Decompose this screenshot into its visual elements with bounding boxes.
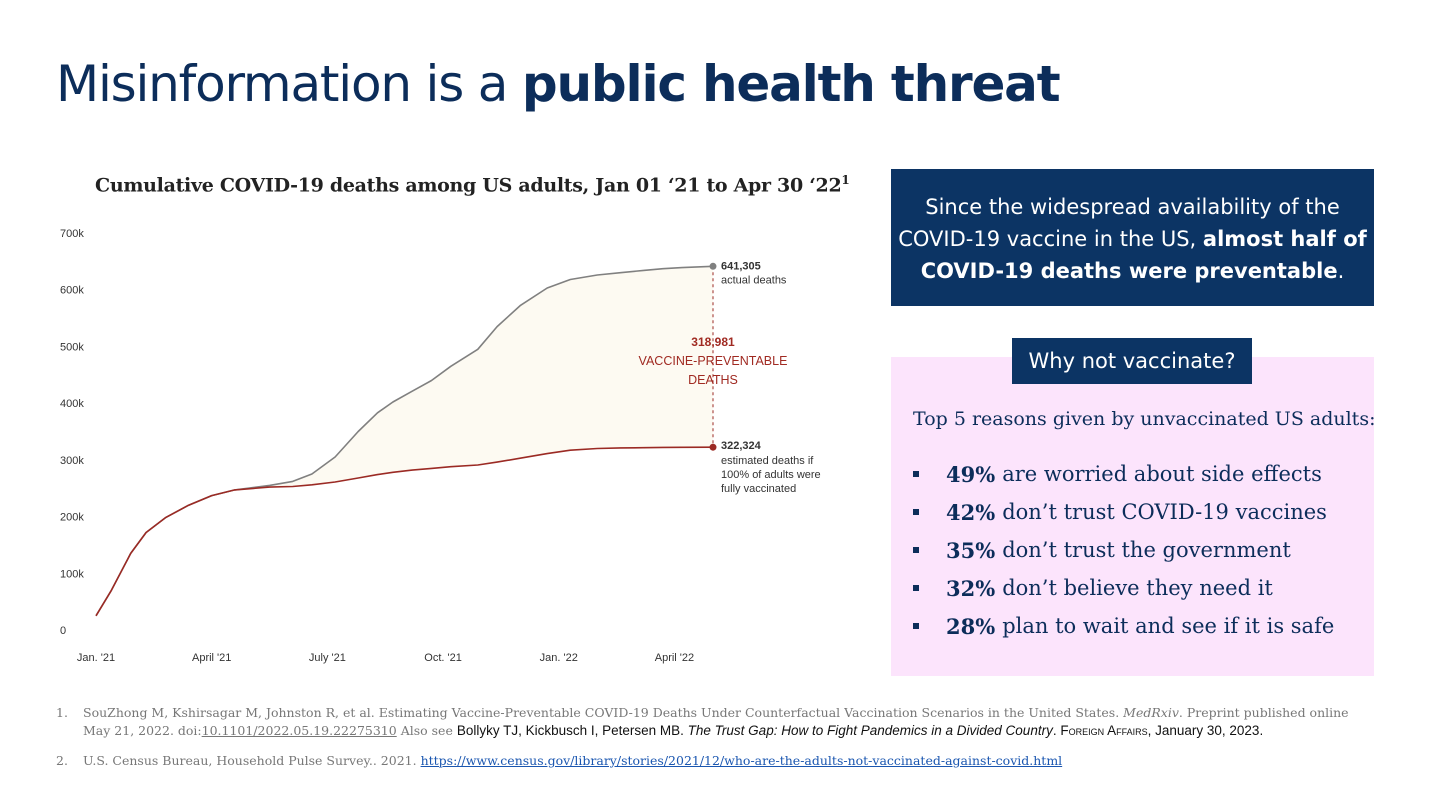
list-item: 42% don’t trust COVID-19 vaccines	[913, 493, 1334, 531]
chart-title-footnote: 1	[841, 173, 850, 187]
callout-line-3-bold: COVID-19 deaths were preventable	[920, 259, 1338, 283]
ref-number: 1.	[56, 705, 68, 720]
vaccinated-end-point	[709, 443, 717, 451]
y-tick-label: 700k	[60, 228, 84, 240]
deaths-line-chart: 0 100k 200k 300k 400k 500k 600k 700k Jan. '21 Apr…	[60, 228, 821, 664]
reason-pct: 49%	[946, 461, 996, 487]
callout-line-3: COVID-19 deaths were preventable.	[891, 255, 1374, 287]
vaccinated-series-label-2: 100% of adults were	[721, 469, 821, 481]
census-link[interactable]: https://www.census.gov/library/stories/2…	[420, 753, 1063, 768]
list-item: 28% plan to wait and see if it is safe	[913, 607, 1334, 645]
bullet-icon	[913, 471, 919, 477]
title-bold: public health threat	[521, 55, 1061, 113]
reason-pct: 42%	[946, 499, 996, 525]
reference-1: 1. SouZhong M, Kshirsagar M, Johnston R, …	[56, 704, 1376, 740]
ref1-authors: Bollyky TJ, Kickbusch I, Petersen MB.	[456, 723, 688, 738]
ref1-text-a: SouZhong M, Kshirsagar M, Johnston R, et…	[83, 705, 1124, 720]
ref1-text-b: . Preprint published online May 21, 2022…	[83, 705, 1349, 738]
ref1-doi-link[interactable]: 10.1101/2022.05.19.22275310	[201, 723, 397, 738]
reasons-panel	[891, 357, 1374, 676]
y-tick-label: 0	[60, 625, 66, 637]
y-tick-label: 400k	[60, 398, 84, 410]
ref1-dot: .	[1052, 723, 1061, 738]
preventable-label-1: VACCINE-PREVENTABLE	[639, 354, 788, 368]
ref2-text: U.S. Census Bureau, Household Pulse Surv…	[83, 753, 421, 768]
ref1-also: Also see	[396, 723, 457, 738]
list-item: 32% don’t believe they need it	[913, 569, 1334, 607]
x-tick-label: Oct. '21	[424, 652, 462, 664]
preventable-value-label: 318,981	[691, 335, 735, 349]
ref1-journal: MedRxiv	[1123, 705, 1179, 720]
actual-value-label: 641,305	[721, 260, 761, 272]
y-tick-label: 100k	[60, 568, 84, 580]
chart-title: Cumulative COVID-19 deaths among US adul…	[95, 173, 850, 197]
reasons-list: 49% are worried about side effects 42% don…	[913, 455, 1334, 645]
reason-pct: 35%	[946, 537, 996, 563]
bullet-icon	[913, 509, 919, 515]
x-tick-label: July '21	[309, 652, 346, 664]
reason-pct: 32%	[946, 575, 996, 601]
reason-text: don’t trust the government	[1002, 538, 1291, 562]
x-tick-label: Jan. '21	[77, 652, 115, 664]
x-tick-label: Jan. '22	[540, 652, 578, 664]
vaccinated-series-label-3: fully vaccinated	[721, 483, 796, 495]
y-tick-label: 500k	[60, 341, 84, 353]
ref1-book: The Trust Gap: How to Fight Pandemics in…	[687, 723, 1053, 738]
callout-line-3-tail: .	[1337, 259, 1345, 283]
chart-title-text: Cumulative COVID-19 deaths among US adul…	[95, 174, 842, 197]
vaccinated-value-label: 322,324	[721, 440, 762, 452]
ref-number: 2.	[56, 753, 68, 768]
reason-text: are worried about side effects	[1002, 462, 1322, 486]
callout-line-2-normal: COVID-19 vaccine in the US,	[898, 227, 1203, 251]
callout-line-1: Since the widespread availability of the	[925, 195, 1340, 219]
vaccinated-deaths-line	[95, 446, 714, 617]
bullet-icon	[913, 585, 919, 591]
reason-pct: 28%	[946, 613, 996, 639]
x-tick-label: April '21	[192, 652, 231, 664]
preventable-gap-area	[96, 266, 713, 616]
why-not-vaccinate-tag: Why not vaccinate?	[1012, 338, 1252, 384]
references: 1. SouZhong M, Kshirsagar M, Johnston R, …	[56, 704, 1376, 770]
y-tick-label: 300k	[60, 455, 84, 467]
bullet-icon	[913, 547, 919, 553]
vaccinated-series-label-1: estimated deaths if	[721, 455, 814, 467]
bullet-icon	[913, 623, 919, 629]
y-tick-label: 200k	[60, 512, 84, 524]
reference-2: 2. U.S. Census Bureau, Household Pulse Su…	[56, 752, 1376, 770]
reasons-heading: Top 5 reasons given by unvaccinated US a…	[913, 408, 1376, 430]
list-item: 35% don’t trust the government	[913, 531, 1334, 569]
list-item: 49% are worried about side effects	[913, 455, 1334, 493]
reason-text: don’t believe they need it	[1002, 576, 1273, 600]
reason-text: don’t trust COVID-19 vaccines	[1002, 500, 1327, 524]
actual-series-label: actual deaths	[721, 274, 787, 286]
key-finding-callout: Since the widespread availability of the…	[891, 169, 1374, 306]
ref1-date: , January 30, 2023.	[1147, 723, 1264, 738]
ref1-publication: Foreign Affairs	[1060, 723, 1148, 738]
y-tick-label: 600k	[60, 285, 84, 297]
title-normal: Misinformation is a	[56, 55, 522, 113]
callout-line-2-bold: almost half of	[1202, 227, 1367, 251]
preventable-label-2: DEATHS	[688, 373, 738, 387]
x-tick-label: April '22	[655, 652, 694, 664]
reason-text: plan to wait and see if it is safe	[1002, 614, 1335, 638]
callout-line-2: COVID-19 vaccine in the US, almost half …	[891, 223, 1374, 255]
slide-title: Misinformation is a public health threat	[56, 55, 1061, 113]
actual-end-point	[709, 262, 717, 270]
